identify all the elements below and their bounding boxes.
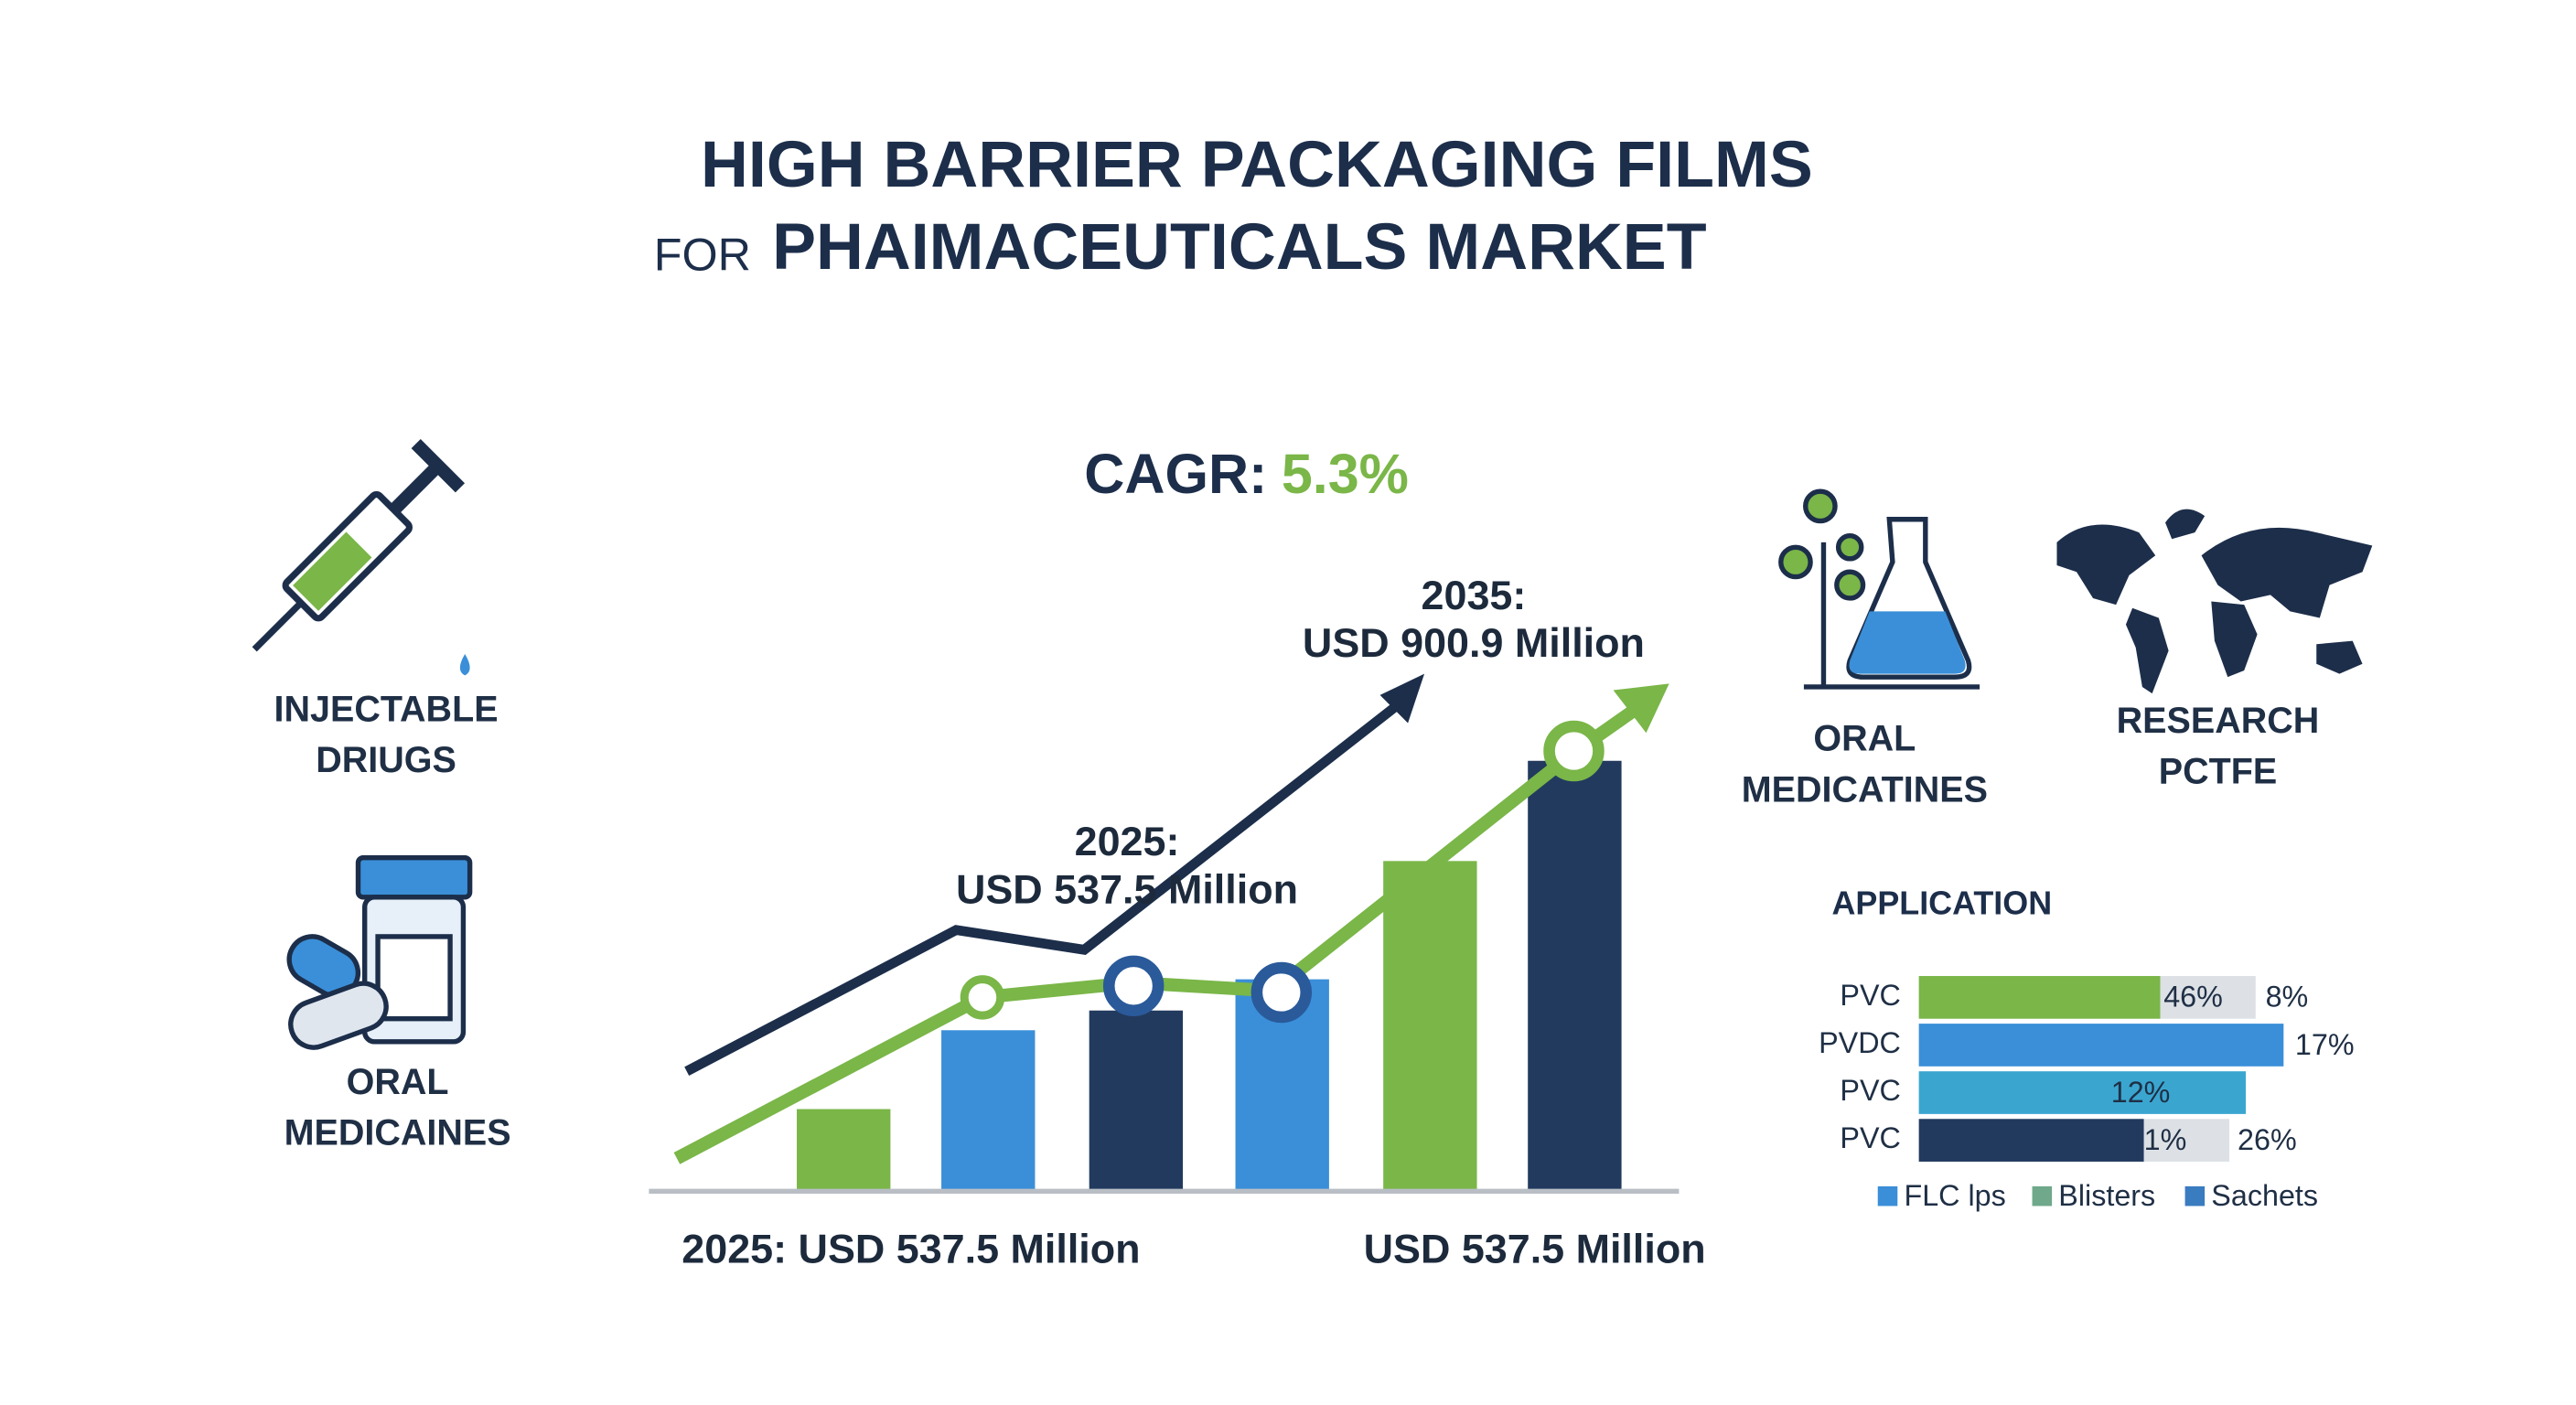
value-label: 12% xyxy=(2111,1076,2171,1109)
bottle-icon xyxy=(286,855,473,1050)
arrow-head xyxy=(1379,673,1425,724)
marker xyxy=(1543,720,1605,782)
cagr-label: CAGR: xyxy=(1084,443,1267,505)
legend-label: FLC lps xyxy=(1904,1179,2005,1212)
title-prefix: FOR xyxy=(654,228,751,280)
world-map-icon xyxy=(2056,509,2373,694)
icon-label: INJECTABLE xyxy=(274,689,499,729)
value-label: 1% xyxy=(2144,1123,2187,1156)
value-label: 46% xyxy=(2163,981,2223,1014)
arrow-head xyxy=(1613,683,1669,734)
title-line2: PHAIMACEUTICALS MARKET xyxy=(772,210,1707,284)
legend-label: Blisters xyxy=(2058,1179,2155,1212)
legend-label: Sachets xyxy=(2211,1179,2318,1212)
marker xyxy=(960,975,1005,1020)
legend-swatch xyxy=(2184,1185,2206,1207)
start-annotation: USD 537.5 Million xyxy=(956,865,1298,912)
icon-label: DRIUGS xyxy=(316,740,456,780)
icon-label: ORAL xyxy=(347,1062,449,1102)
row-label: PVC xyxy=(1840,979,1900,1012)
marker xyxy=(1102,955,1165,1017)
end-annotation: 2035: xyxy=(1422,572,1527,618)
start-annotation: 2025: xyxy=(1075,818,1180,864)
growth-bars xyxy=(797,760,1622,1192)
end-annotation: USD 900.9 Million xyxy=(1303,619,1645,666)
row-label: PVC xyxy=(1840,1121,1900,1154)
icon-label: MEDICATINES xyxy=(1742,769,1988,810)
value-label: 17% xyxy=(2295,1028,2355,1061)
cagr-value: 5.3% xyxy=(1282,443,1409,505)
legend-swatch xyxy=(1877,1185,1898,1207)
application-bars xyxy=(1918,976,2284,1162)
row-label: PVDC xyxy=(1819,1026,1901,1059)
syringe-icon xyxy=(252,438,466,652)
flask-icon xyxy=(1778,488,1980,690)
legend-swatch xyxy=(2032,1185,2053,1207)
icon-label: MEDICAINES xyxy=(284,1113,511,1153)
value-label: 8% xyxy=(2266,981,2309,1014)
application-title: APPLICATION xyxy=(1831,884,2052,921)
drop-icon xyxy=(459,654,470,676)
marker xyxy=(1250,961,1313,1024)
icon-label: RESEARCH xyxy=(2117,701,2320,741)
footer-left: 2025: USD 537.5 Million xyxy=(682,1226,1140,1272)
footer-right: USD 537.5 Million xyxy=(1364,1226,1706,1272)
title-line1: HIGH BARRIER PACKAGING FILMS xyxy=(701,128,1813,201)
icon-label: ORAL xyxy=(1813,719,1916,759)
row-label: PVC xyxy=(1840,1074,1900,1107)
icon-label: PCTFE xyxy=(2159,752,2277,792)
trend-line-navy xyxy=(684,699,1403,1076)
value-label: 26% xyxy=(2238,1123,2297,1156)
